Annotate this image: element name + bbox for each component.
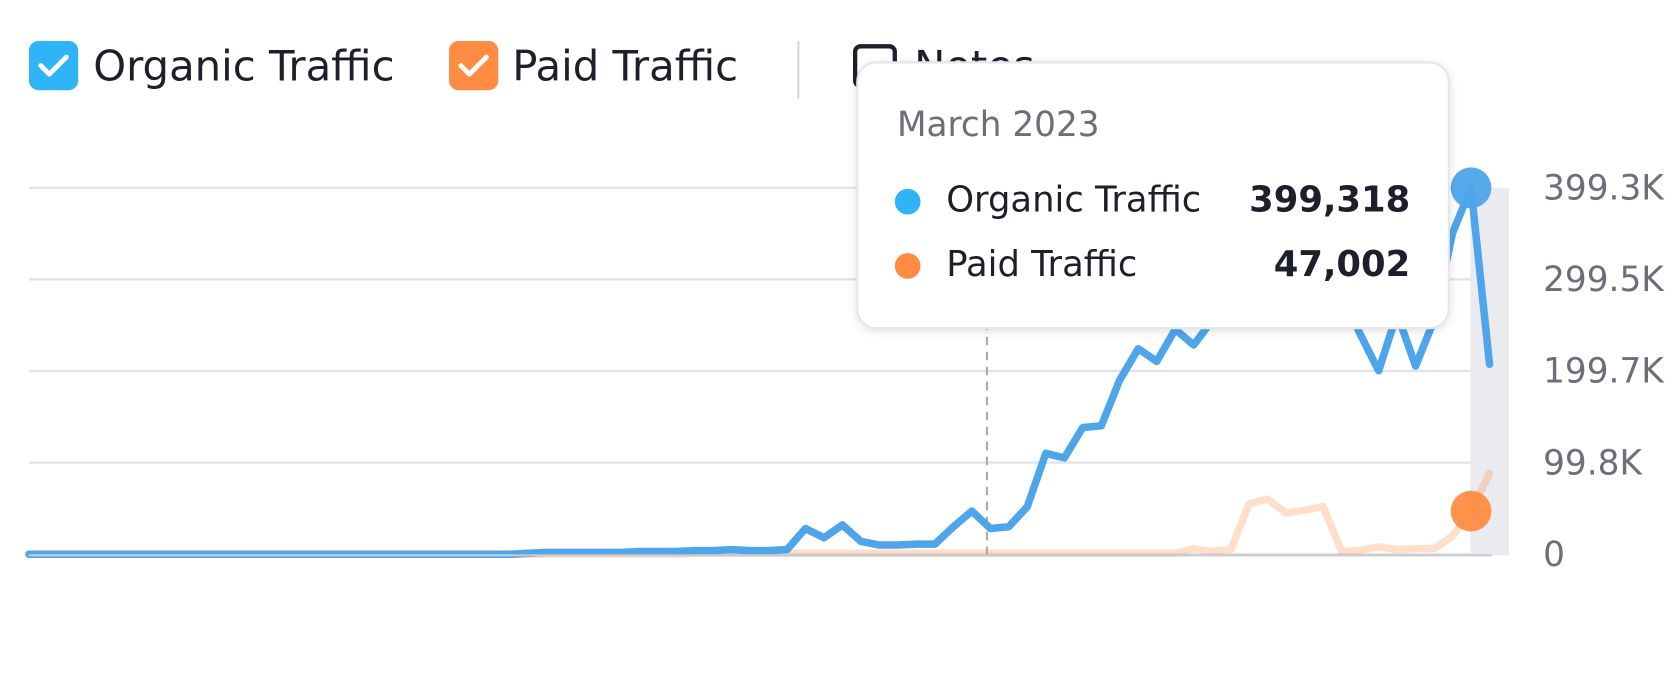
check-icon (458, 54, 489, 77)
hover-point (1450, 167, 1492, 209)
tooltip-dot (894, 188, 921, 215)
y-tick-label: 299.5K (1543, 260, 1665, 300)
tooltip-dot (894, 253, 921, 279)
legend-label: Organic Traffic (93, 41, 394, 90)
y-tick-label: 399.3K (1543, 168, 1665, 208)
tooltip-series-name: Organic Traffic (946, 180, 1201, 221)
legend-label: Paid Traffic (512, 41, 738, 90)
y-tick-label: 0 (1543, 535, 1565, 575)
tooltip-title: March 2023 (897, 105, 1100, 145)
hover-point (1450, 490, 1492, 532)
check-icon (38, 54, 69, 77)
legend-item[interactable]: Organic Traffic (28, 40, 395, 91)
legend-item[interactable]: Paid Traffic (449, 40, 738, 91)
tooltip-series-name: Paid Traffic (946, 244, 1137, 285)
checkbox[interactable] (449, 40, 499, 91)
y-tick-label: 99.8K (1543, 443, 1643, 483)
tooltip-box (856, 61, 1450, 330)
series-line (25, 469, 1494, 559)
tooltip: March 2023 Organic Traffic 399,318 Paid … (856, 61, 1450, 330)
grid: 0 99.8K 199.7K 299.5K 399.3K (28, 168, 1665, 575)
tooltip-value: 47,002 (1274, 244, 1410, 285)
checkbox[interactable] (28, 40, 79, 91)
tooltip-value: 399,318 (1249, 180, 1410, 221)
legend: Organic Traffic Paid Traffic Notes (28, 40, 1035, 99)
y-tick-label: 199.7K (1543, 352, 1665, 392)
